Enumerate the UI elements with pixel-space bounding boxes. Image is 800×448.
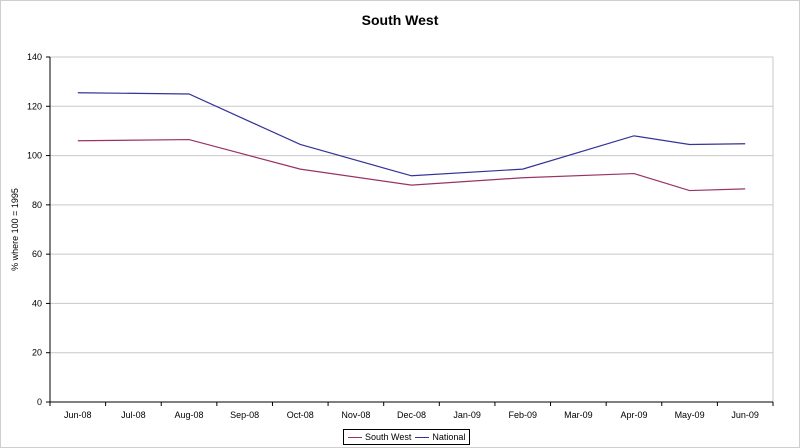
axes	[46, 56, 774, 406]
x-tick-label: May-09	[675, 410, 705, 420]
legend-item: National	[415, 432, 465, 442]
chart-title: South West	[361, 12, 439, 28]
x-tick-label: Apr-09	[620, 410, 647, 420]
legend-label: National	[432, 432, 466, 442]
x-tick-label: Dec-08	[397, 410, 426, 420]
x-tick-label: Oct-08	[287, 410, 314, 420]
x-tick-label: Jun-09	[731, 410, 759, 420]
x-tick-label: Aug-08	[175, 410, 204, 420]
y-tick-label: 80	[32, 200, 42, 210]
x-tick-label: Sep-08	[230, 410, 259, 420]
y-tick-label: 140	[27, 52, 42, 62]
x-tick-label: Jun-08	[64, 410, 92, 420]
y-tick-label: 40	[32, 298, 42, 308]
series-lines	[77, 92, 746, 192]
legend: South West National	[343, 429, 471, 445]
y-tick-label: 100	[27, 151, 42, 161]
x-tick-labels: Jun-08 Jul-08 Aug-08 Sep-08 Oct-08 Nov-08 Dec-…	[64, 410, 759, 420]
legend-label: South West	[365, 432, 412, 442]
legend-item: South West	[348, 432, 411, 442]
y-tick-label: 20	[32, 348, 42, 358]
x-tick-label: Feb-09	[508, 410, 537, 420]
legend-swatch	[348, 436, 362, 438]
series-line	[77, 92, 746, 177]
y-tick-label: 60	[32, 249, 42, 259]
series-line	[77, 138, 746, 192]
y-tick-label: 0	[37, 397, 42, 407]
gridlines	[50, 56, 774, 403]
x-tick-label: Jul-08	[121, 410, 146, 420]
legend-swatch	[415, 436, 430, 438]
y-tick-labels: 0 20 40 60 80 100 120 140	[27, 52, 42, 407]
x-tick-label: Jan-09	[453, 410, 481, 420]
y-tick-label: 120	[27, 101, 42, 111]
x-tick-label: Mar-09	[564, 410, 593, 420]
x-tick-label: Nov-08	[341, 410, 370, 420]
y-axis-label: % where 100 = 1995	[10, 188, 20, 271]
